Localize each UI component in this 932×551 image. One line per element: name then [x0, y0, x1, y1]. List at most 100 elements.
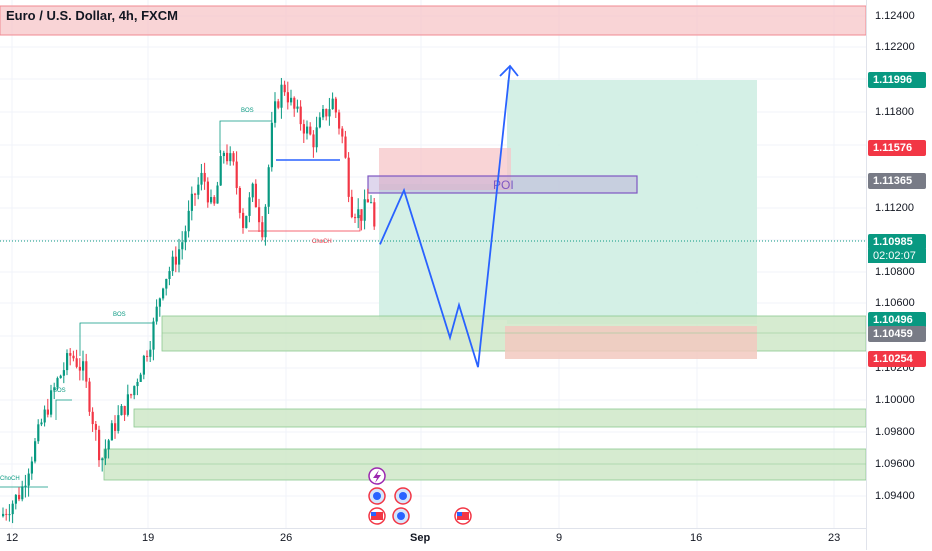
candle-body	[357, 209, 360, 219]
candle-body	[69, 353, 72, 356]
candle-body	[40, 422, 43, 425]
us-flag-event-icon[interactable]	[368, 507, 386, 525]
choch-label-1: ChoCH	[312, 239, 332, 245]
candle-body	[197, 184, 200, 195]
candle-body	[146, 355, 149, 357]
candle-body	[123, 405, 126, 415]
candle-body	[171, 256, 174, 272]
candle-body	[245, 215, 248, 228]
candle-body	[338, 112, 341, 129]
candle-body	[43, 409, 46, 423]
candle-body	[162, 288, 165, 299]
candle-body	[174, 256, 177, 265]
price-tick: 1.12200	[875, 41, 915, 53]
globe-event-icon[interactable]	[394, 487, 412, 505]
globe-event-icon[interactable]	[392, 507, 410, 525]
candle-body	[350, 196, 353, 218]
candle-body	[290, 97, 293, 103]
candle-body	[5, 513, 8, 515]
price-tick: 1.09800	[875, 426, 915, 438]
candle-body	[347, 157, 350, 197]
time-tick: 19	[142, 532, 155, 544]
candle-body	[24, 485, 27, 487]
price-tick: 1.09600	[875, 458, 915, 470]
price-tick: 1.10000	[875, 394, 915, 406]
candle-body	[370, 202, 373, 204]
structure-lines	[0, 120, 361, 488]
candle-body	[75, 358, 78, 367]
stop-box-upper	[379, 148, 511, 190]
candle-body	[194, 193, 197, 195]
us-flag-event-icon[interactable]	[454, 507, 472, 525]
candle-body	[14, 494, 17, 504]
candle-body	[296, 106, 299, 109]
candle-body	[94, 424, 97, 430]
globe-event-icon[interactable]	[368, 487, 386, 505]
candle-body	[251, 183, 254, 198]
candle-body	[78, 366, 81, 371]
poi-price-badge: 1.11365	[868, 173, 926, 189]
candle-body	[299, 106, 302, 125]
candle-body	[142, 355, 145, 375]
candle-body	[37, 424, 40, 442]
time-tick: 12	[6, 532, 19, 544]
time-axis[interactable]	[0, 528, 866, 551]
stop-price-badge: 1.10254	[868, 351, 926, 367]
projection-arrowhead	[499, 64, 519, 77]
entry-b-price-badge: 1.10459	[868, 326, 926, 342]
countdown-badge: 02:02:07	[868, 249, 926, 263]
candle-body	[2, 513, 5, 517]
candle-body	[72, 355, 75, 359]
candle-body	[315, 127, 318, 148]
candle-body	[283, 84, 286, 93]
candle-body	[30, 461, 33, 474]
candle-body	[248, 197, 251, 216]
candle-body	[235, 161, 238, 189]
candle-body	[222, 152, 225, 157]
candle-body	[306, 126, 309, 134]
candle-body	[270, 122, 273, 168]
poi-box[interactable]	[367, 175, 638, 194]
price-tick: 1.11800	[875, 106, 914, 118]
bos-label-2: BOS	[113, 312, 126, 318]
price-tick: 1.10800	[875, 266, 915, 278]
candle-body	[293, 97, 296, 109]
candle-body	[341, 128, 344, 137]
candle-body	[363, 199, 366, 221]
candle-body	[210, 197, 213, 203]
candle-body	[53, 387, 56, 391]
stop-box-lower	[505, 326, 757, 359]
candle-body	[34, 441, 37, 462]
candle-body	[85, 361, 88, 382]
candle-body	[312, 134, 315, 148]
candle-body	[101, 458, 104, 461]
candle-body	[373, 202, 376, 227]
candle-body	[187, 210, 190, 232]
bos-label-3: BOS	[53, 388, 66, 394]
candle-body	[280, 84, 283, 108]
candle-body	[190, 193, 193, 211]
price-tick: 1.11200	[875, 202, 914, 214]
candle-body	[213, 197, 216, 204]
candle-body	[149, 349, 152, 357]
target-box	[507, 80, 757, 324]
candle-body	[254, 183, 257, 208]
price-tick: 1.10600	[875, 297, 915, 309]
lightning-event-icon[interactable]	[368, 467, 386, 485]
candle-body	[309, 126, 312, 135]
stop-upper-price-badge: 1.11576	[868, 140, 926, 156]
candle-body	[264, 206, 267, 238]
time-tick: 16	[690, 532, 703, 544]
candle-body	[18, 494, 21, 500]
events	[368, 467, 472, 525]
candle-body	[168, 271, 171, 279]
projection-path[interactable]	[379, 67, 511, 368]
choch-label-2: ChoCH	[0, 476, 20, 482]
candle-body	[82, 361, 85, 371]
candle-body	[325, 108, 328, 117]
time-tick: 23	[828, 532, 841, 544]
candle-body	[59, 375, 62, 379]
candle-body	[98, 429, 101, 461]
